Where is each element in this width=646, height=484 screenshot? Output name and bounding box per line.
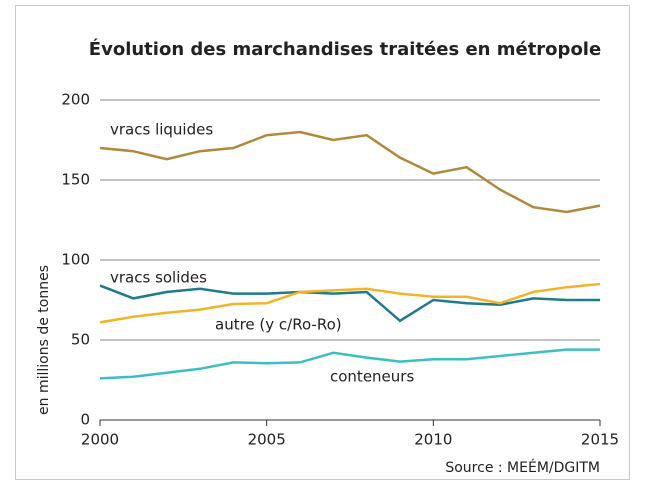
frame <box>15 5 630 480</box>
series-label: conteneurs <box>330 368 414 386</box>
series-line <box>99 284 600 323</box>
y-tick-label: 100 <box>61 251 90 269</box>
series-label: autre (y c/Ro-Ro) <box>215 316 342 334</box>
y-tick-label: 150 <box>61 171 90 189</box>
y-tick-label: 50 <box>71 331 90 349</box>
series-line <box>99 130 601 214</box>
x-tick-label: 2000 <box>81 431 119 449</box>
x-tick-label: 2010 <box>414 431 452 449</box>
x-tick-label: 2005 <box>248 431 286 449</box>
chart-title: Évolution des marchandises traitées en m… <box>89 38 601 60</box>
x-tick-label: 2015 <box>581 431 619 449</box>
series-label: vracs solides <box>110 269 207 287</box>
y-tick-label: 0 <box>80 411 90 429</box>
source: Source : MEÉM/DGITM <box>445 459 600 476</box>
y-axis-label: en millions de tonnes <box>36 265 52 415</box>
series-label: vracs liquides <box>110 121 213 139</box>
series-line <box>99 348 600 380</box>
series-line <box>99 282 601 324</box>
y-tick-label: 200 <box>61 91 90 109</box>
